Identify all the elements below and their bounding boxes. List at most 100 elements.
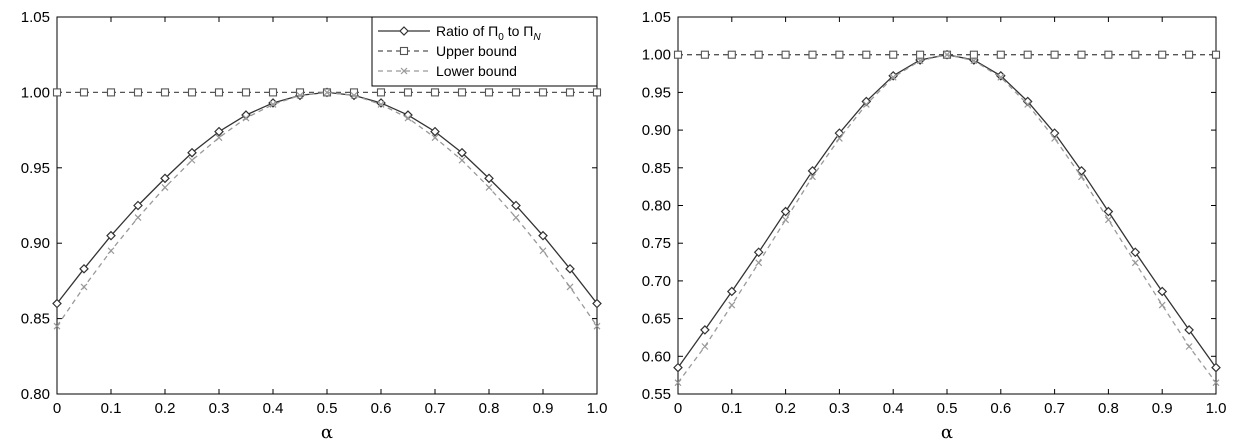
series-line [677,54,1217,384]
data-point [134,214,142,221]
x-tick-label: 1.0 [587,400,608,417]
data-point [539,247,547,255]
data-point [889,73,897,81]
data-point [376,88,386,97]
x-tick-label: 0.3 [209,400,230,417]
data-point [187,147,197,158]
y-tick-label: 0.80 [21,386,50,403]
data-point [727,50,736,59]
data-point [997,73,1005,81]
x-tick-label: 0.2 [775,400,796,417]
data-point [214,88,224,97]
data-point [1157,286,1168,297]
y-tick-label: 1.05 [21,9,50,26]
data-point [215,134,223,142]
data-point [1211,50,1221,59]
x-tick-label: 1.0 [1206,400,1227,417]
series-3 [674,51,1220,387]
data-point [1131,259,1139,267]
data-point [1023,50,1032,59]
data-point [1078,173,1085,181]
x-tick-label: 0.4 [263,400,284,417]
series-line [56,91,598,304]
y-tick-label: 0.85 [642,160,671,177]
data-point [512,214,520,221]
data-point [1104,50,1113,59]
x-tick-label: 0.4 [883,400,904,417]
data-point [1104,216,1112,224]
data-point [241,110,251,120]
x-axis-label: α [321,422,333,443]
data-point [862,50,871,59]
data-point [566,283,574,291]
data-point [835,134,843,142]
data-point [809,173,816,181]
legend-entry: Lower bound [436,63,517,79]
data-point [1050,50,1059,59]
y-tick-label: 0.70 [642,273,671,290]
data-point [780,206,791,217]
data-point [700,325,710,335]
legend-entry: Upper bound [436,43,517,59]
data-point [52,88,62,97]
x-tick-label: 0.8 [479,400,500,417]
data-point [187,88,197,97]
data-point [1158,50,1167,59]
data-point [323,88,331,96]
y-tick-label: 0.80 [642,198,671,215]
data-point [1212,379,1220,387]
data-point [242,114,250,122]
x-tick-label: 0.7 [1044,400,1065,417]
data-point [782,216,790,224]
data-point [565,263,575,274]
data-point [1131,50,1140,59]
data-point [807,165,818,176]
data-point [1158,301,1166,309]
data-point [188,156,196,164]
data-point [835,50,844,59]
data-point [457,147,467,158]
data-point [781,50,790,59]
data-point [79,263,89,274]
data-point [107,247,115,255]
x-tick-label: 0 [674,400,682,417]
data-point [808,50,817,59]
y-tick-label: 0.90 [21,235,50,252]
data-point [214,126,224,137]
data-point [754,50,763,59]
data-point [80,283,88,291]
series-1 [673,49,1221,373]
data-point [403,88,413,97]
x-tick-label: 0.2 [155,400,176,417]
data-point [133,200,143,211]
legend-marker [399,46,409,56]
data-point [592,88,602,97]
data-point [1076,165,1087,176]
x-tick-label: 0.5 [937,400,958,417]
data-point [969,50,978,59]
x-tick-label: 0.9 [1152,400,1173,417]
data-point [241,88,251,97]
data-point [485,183,493,191]
data-point [970,57,978,65]
x-tick-label: 0.1 [101,400,122,417]
data-point [834,128,845,138]
y-tick-label: 0.75 [642,235,671,252]
data-point [161,183,169,191]
y-tick-label: 1.00 [21,84,50,101]
data-point [106,88,116,97]
x-axis-label: α [941,422,953,443]
data-point [1077,50,1086,59]
data-point [728,301,736,309]
y-tick-label: 0.85 [21,311,50,328]
data-point [511,200,521,211]
data-point [726,286,737,297]
data-point [160,173,170,184]
y-tick-label: 0.95 [21,160,50,177]
x-tick-label: 0.1 [721,400,742,417]
y-tick-label: 1.05 [642,9,671,26]
data-point [1211,362,1221,373]
data-point [943,51,951,59]
data-point [701,343,709,350]
